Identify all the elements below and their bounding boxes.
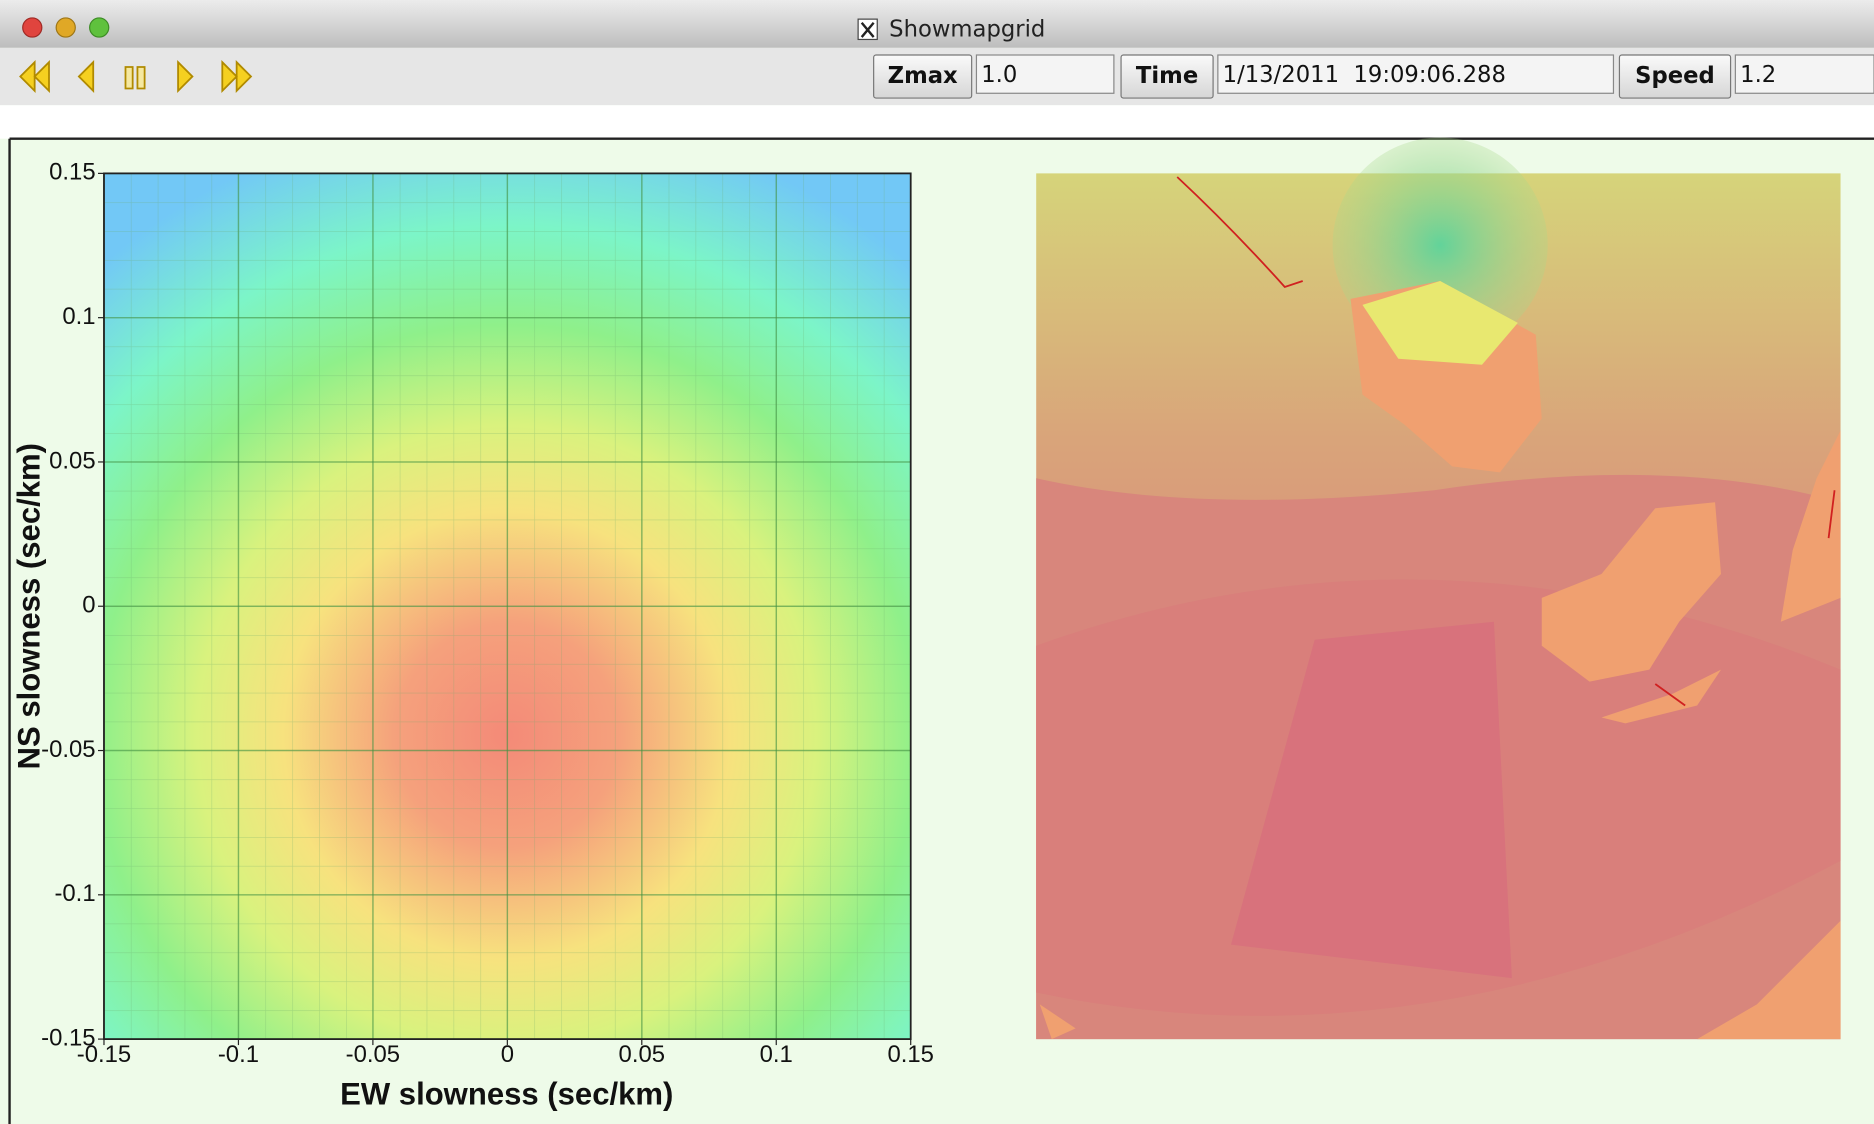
minimize-button[interactable] <box>56 18 75 37</box>
close-button[interactable] <box>23 18 42 37</box>
text-field-value[interactable]: 1/13/2011 19:09:06.288 <box>1223 62 1506 88</box>
x-tick-label: 0.1 <box>760 1041 793 1068</box>
y-tick-label: -0.05 <box>41 736 95 763</box>
toolbar-button-label[interactable]: Zmax <box>888 63 958 89</box>
spacer <box>0 105 1874 138</box>
map <box>1036 138 1840 1040</box>
y-tick-label: 0 <box>82 592 95 619</box>
x-tick-label: 0 <box>501 1041 514 1068</box>
x-tick-label: 0.05 <box>619 1041 665 1068</box>
y-tick-label: 0.1 <box>62 303 95 330</box>
y-axis-label: NS slowness (sec/km) <box>11 443 46 770</box>
window: Showmapgrid Zmax 1.0 Time 1/13/2011 19:09:0… <box>0 0 1874 1124</box>
y-tick-label: 0.15 <box>49 159 95 186</box>
x-axis-label: EW slowness (sec/km) <box>340 1077 673 1112</box>
x-tick-label: -0.1 <box>218 1041 259 1068</box>
y-tick-label: -0.15 <box>41 1024 95 1051</box>
x-tick-label: 0.15 <box>887 1041 933 1068</box>
toolbar-button-label[interactable]: Speed <box>1635 63 1715 89</box>
page: Showmapgrid html, body { margin: 0; padd… <box>0 0 1874 1124</box>
zoom-button[interactable] <box>90 18 109 37</box>
body: {"window": {"title": "Showmapgrid"}, "to… <box>0 0 1874 1124</box>
toolbar-button-label[interactable]: Time <box>1136 63 1198 89</box>
y-tick-label: -0.1 <box>54 880 95 907</box>
text-field-value[interactable]: 1.2 <box>1740 62 1776 88</box>
y-tick-label: 0.05 <box>49 447 95 474</box>
x-tick-label: -0.05 <box>346 1041 400 1068</box>
window-title: Showmapgrid <box>889 16 1045 42</box>
text-field-value[interactable]: 1.0 <box>981 62 1017 88</box>
